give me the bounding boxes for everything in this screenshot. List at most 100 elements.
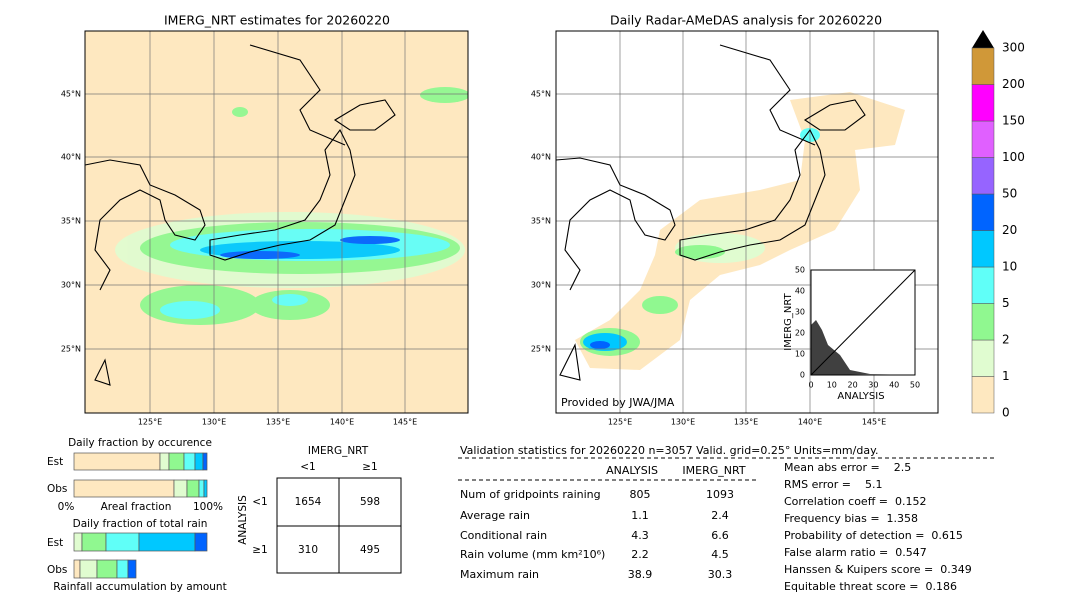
inset-y-tick: 30 [795,308,805,317]
score: Probability of detection = 0.615 [784,529,963,542]
colorbar-label: 2 [1002,333,1010,347]
total-bars [73,532,208,579]
colorbar-label: 50 [1002,187,1017,201]
lon-label: 145°E [862,418,886,427]
contingency-row-title: ANALYSIS [237,495,249,545]
lon-label: 130°E [671,418,695,427]
contingency-cell: 1654 [295,496,322,508]
lon-label: 140°E [330,418,354,427]
stat-analysis: 38.9 [628,568,653,581]
lon-label: 135°E [266,418,290,427]
lat-label: 40°N [531,153,551,162]
score: Mean abs error = 2.5 [784,461,911,474]
validation-rows: Num of gridpoints raining 805 1093 Average … [460,488,734,581]
axis-label: Areal fraction [101,501,172,513]
lon-label: 135°E [734,418,758,427]
score: Hanssen & Kuipers score = 0.349 [784,563,972,576]
left-map-title: IMERG_NRT estimates for 20260220 [164,13,390,28]
colorbar-segment [971,230,995,268]
colorbar-label: 5 [1002,296,1010,310]
stat-label: Conditional rain [460,529,547,542]
row-label: Obs [47,483,67,495]
colorbar-segment [971,120,995,158]
colorbar-segment [971,303,995,341]
colorbar-label: 10 [1002,260,1017,274]
score: RMS error = 5.1 [784,478,882,491]
score: Equitable threat score = 0.186 [784,580,957,593]
score: Correlation coeff = 0.152 [784,495,926,508]
score: Frequency bias = 1.358 [784,512,918,525]
colorbar-label: 20 [1002,223,1017,237]
stat-analysis: 4.3 [631,529,649,542]
colorbar-label: 0 [1002,406,1010,420]
colorbar-segment [971,157,995,195]
stat-analysis: 1.1 [631,509,649,522]
contingency-col-title: IMERG_NRT [308,445,369,457]
lat-label: 45°N [61,90,81,99]
lat-label: 40°N [61,153,81,162]
colorbar-segment [971,266,995,304]
stat-imerg: 1093 [706,488,734,501]
stat-imerg: 30.3 [708,568,733,581]
inset-x-tick: 20 [848,381,858,390]
colorbar-label: 150 [1002,114,1025,128]
right-map [556,31,938,413]
axis-label: 0% [58,501,75,513]
column-header: IMERG_NRT [682,464,745,477]
score: False alarm ratio = 0.547 [784,546,927,559]
scores: Mean abs error = 2.5 RMS error = 5.1 Corre… [784,461,972,593]
stat-imerg: 4.5 [711,548,729,561]
stat-imerg: 6.6 [711,529,729,542]
inset-y-tick: 40 [795,287,805,296]
inset-xlabel: ANALYSIS [837,391,884,402]
contingency-grid [276,477,402,574]
contingency-cell: 495 [360,544,380,556]
colorbar: 0 1 2 5 10 20 50 100 150 200 300 [971,30,1025,420]
colorbar-label: 300 [1002,41,1025,55]
lon-label: 130°E [202,418,226,427]
column-header: ANALYSIS [606,464,658,477]
row-label: Est [47,456,63,468]
lon-label: 125°E [138,418,162,427]
row-label: Est [47,537,63,549]
inset-x-tick: 10 [827,381,837,390]
contingency-col: ≥1 [362,461,377,473]
contingency-row: <1 [252,496,267,508]
right-map-frame [555,30,939,414]
inset-x-tick: 30 [868,381,878,390]
left-map [85,31,468,413]
inset-y-tick: 10 [795,350,805,359]
total-title: Daily fraction of total rain [73,518,208,530]
lat-label: 25°N [531,345,551,354]
row-label: Obs [47,564,67,576]
axis-label: 100% [193,501,223,513]
occurrence-bars [73,452,208,498]
right-map-labels: 45°N 40°N 35°N 30°N 25°N 125°E 130°E 135°E 140°E… [531,90,920,427]
stat-analysis: 2.2 [631,548,649,561]
inset-x-tick: 40 [889,381,899,390]
lat-label: 25°N [61,345,81,354]
contingency-col: <1 [300,461,315,473]
left-map-labels: 45°N 40°N 35°N 30°N 25°N 125°E 130°E 135°E 140°E… [61,90,417,427]
validation-header: Validation statistics for 20260220 n=305… [460,444,879,457]
credit: Provided by JWA/JMA [561,396,675,409]
stat-analysis: 805 [630,488,651,501]
colorbar-segment [971,376,995,414]
lon-label: 125°E [608,418,632,427]
lon-label: 145°E [393,418,417,427]
stat-label: Maximum rain [460,568,539,581]
inset-y-tick: 0 [800,371,805,380]
stat-imerg: 2.4 [711,509,729,522]
colorbar-label: 1 [1002,369,1010,383]
colorbar-label: 200 [1002,77,1025,91]
lat-label: 35°N [61,217,81,226]
lat-label: 30°N [531,281,551,290]
inset-x-tick: 50 [910,381,920,390]
colorbar-segment [971,84,995,122]
colorbar-segment [971,339,995,377]
total-footer: Rainfall accumulation by amount [53,581,226,593]
contingency-cell: 310 [298,544,318,556]
contingency-row: ≥1 [252,544,267,556]
lat-label: 45°N [531,90,551,99]
